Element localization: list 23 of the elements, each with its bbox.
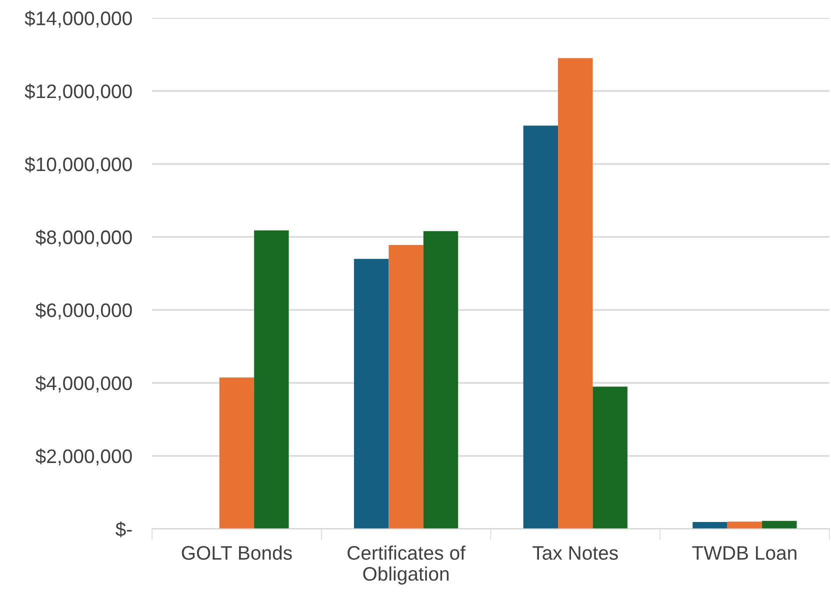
x-tick-label: GOLT Bonds bbox=[182, 546, 292, 560]
bar bbox=[692, 522, 728, 529]
bar bbox=[727, 522, 762, 529]
bar bbox=[354, 258, 389, 529]
bar bbox=[523, 126, 558, 529]
bar bbox=[219, 377, 254, 529]
y-tick-label: $12,000,000 bbox=[24, 84, 132, 101]
y-tick-label: $8,000,000 bbox=[36, 230, 132, 246]
y-tick-label: $6,000,000 bbox=[36, 302, 132, 320]
y-tick-label: $- bbox=[116, 522, 132, 538]
x-tick-label: Certificates of Obligation bbox=[348, 546, 466, 585]
x-tick-label: Tax Notes bbox=[532, 546, 618, 560]
y-tick-label: $10,000,000 bbox=[24, 156, 132, 174]
bar bbox=[254, 230, 289, 529]
y-tick-label: $14,000,000 bbox=[24, 10, 132, 28]
y-tick-label: $2,000,000 bbox=[36, 448, 132, 466]
x-tick-label: TWDB Loan bbox=[692, 546, 796, 560]
bar bbox=[388, 244, 424, 529]
bar bbox=[558, 58, 593, 529]
y-tick-label: $4,000,000 bbox=[36, 376, 132, 392]
bar bbox=[762, 520, 797, 529]
bar bbox=[592, 386, 628, 529]
bar bbox=[423, 231, 458, 529]
